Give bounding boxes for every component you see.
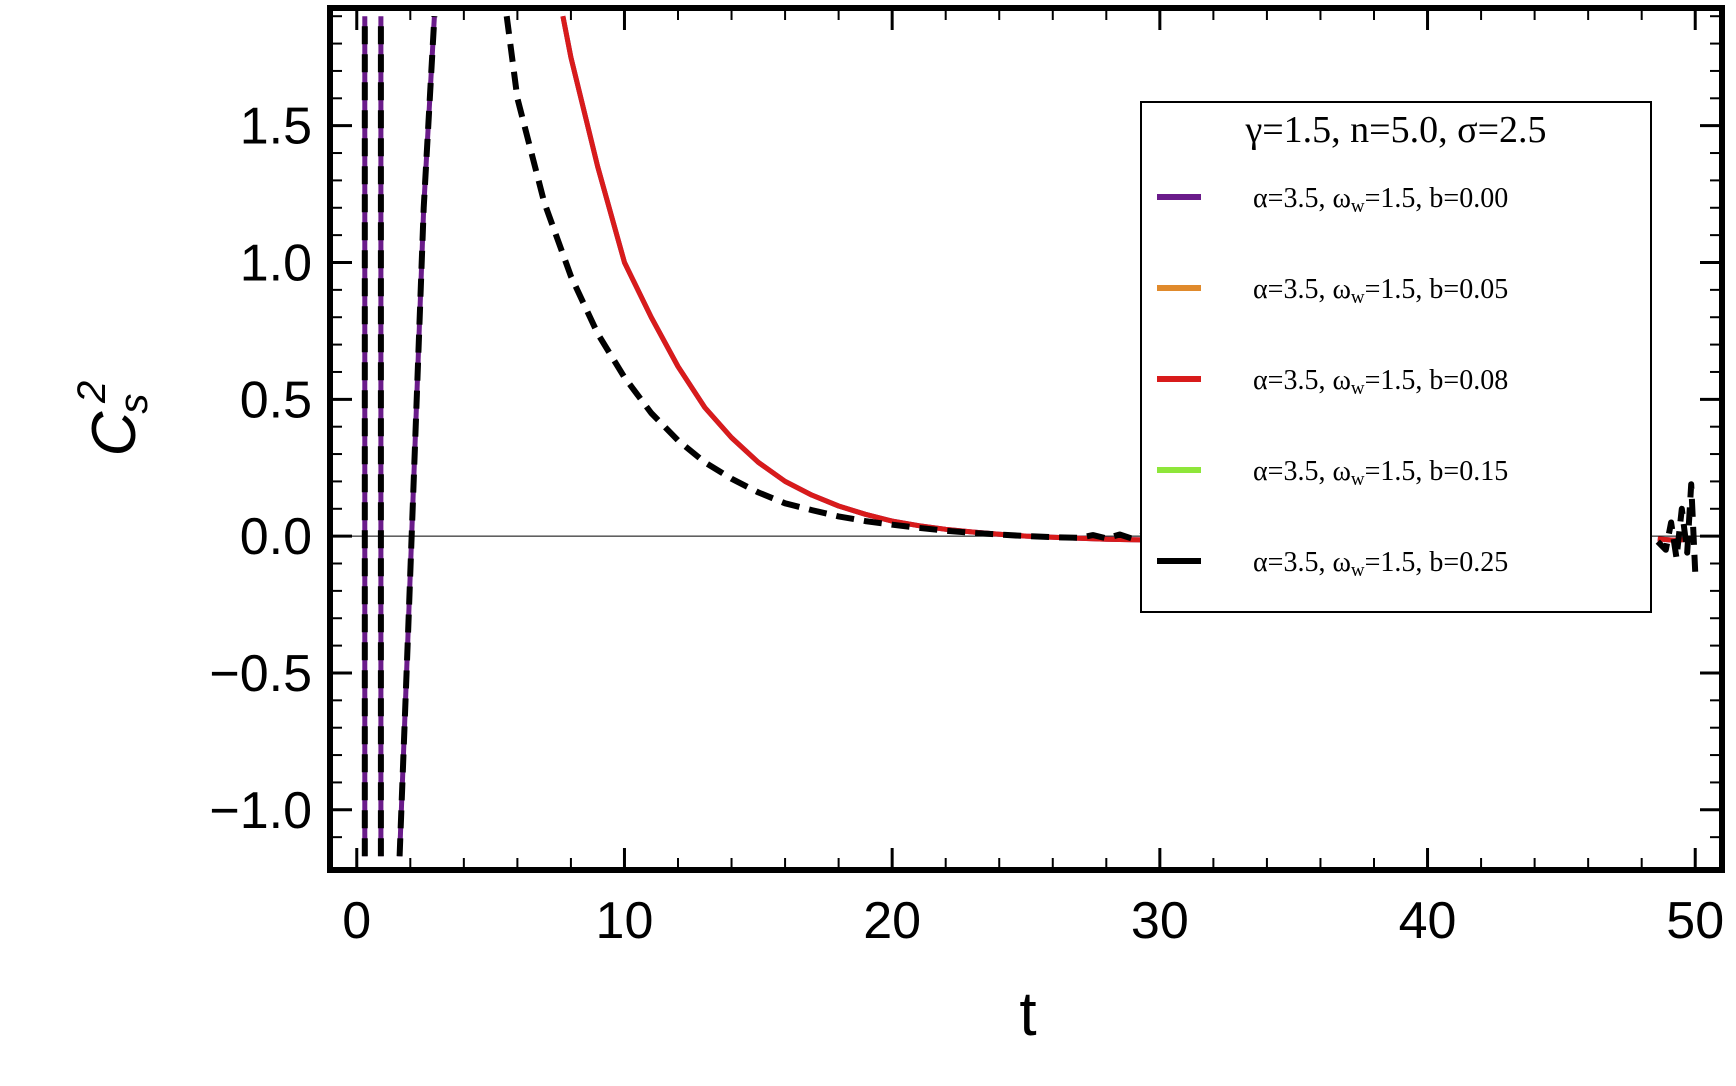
series-line-2 xyxy=(560,15,1241,543)
series-line-4 xyxy=(1655,481,1699,572)
y-tick-label: 0.0 xyxy=(240,508,312,566)
series-line-4 xyxy=(396,16,438,857)
y-axis-title-main: C xyxy=(80,410,149,456)
tick-labels: 0 10 20 30 40 50 −1.0 −0.5 0.0 0.5 1.0 1.5 xyxy=(209,98,1724,950)
x-tick-label: 0 xyxy=(342,892,371,950)
y-axis-title: Cs 2 xyxy=(70,381,156,457)
x-tick-label: 20 xyxy=(863,892,921,950)
series-line-0 xyxy=(560,15,1241,543)
legend-box xyxy=(1140,101,1652,613)
legend-label: α=3.5, ωw=1.5, b=0.08 xyxy=(1253,365,1508,399)
y-tick-label: 1.5 xyxy=(240,98,312,156)
axis-ticks xyxy=(330,8,1722,870)
legend-label: α=3.5, ωw=1.5, b=0.15 xyxy=(1253,456,1508,490)
legend-label: α=3.5, ωw=1.5, b=0.05 xyxy=(1253,274,1508,308)
legend: γ=1.5, n=5.0, σ=2.5 α=3.5, ωw=1.5, b=0.0… xyxy=(1140,101,1652,613)
svg-text:Cs: Cs xyxy=(80,394,156,457)
x-tick-label: 10 xyxy=(596,892,654,950)
y-tick-label: 1.0 xyxy=(240,234,312,292)
x-tick-label: 30 xyxy=(1131,892,1189,950)
legend-label: α=3.5, ωw=1.5, b=0.25 xyxy=(1253,547,1508,581)
x-axis-title: t xyxy=(1019,980,1036,1049)
series-line-4 xyxy=(503,15,1241,542)
y-axis-title-sub: s xyxy=(112,394,156,414)
plot-frame xyxy=(327,5,1725,873)
x-tick-label: 40 xyxy=(1399,892,1457,950)
y-tick-label: −0.5 xyxy=(209,645,312,703)
y-axis-title-sup: 2 xyxy=(70,381,114,404)
legend-title: γ=1.5, n=5.0, σ=2.5 xyxy=(1244,109,1546,151)
x-tick-label: 50 xyxy=(1666,892,1724,950)
y-tick-label: 0.5 xyxy=(240,371,312,429)
series-layer xyxy=(361,15,1699,857)
legend-label: α=3.5, ωw=1.5, b=0.00 xyxy=(1253,183,1508,217)
y-tick-label: −1.0 xyxy=(209,782,312,840)
